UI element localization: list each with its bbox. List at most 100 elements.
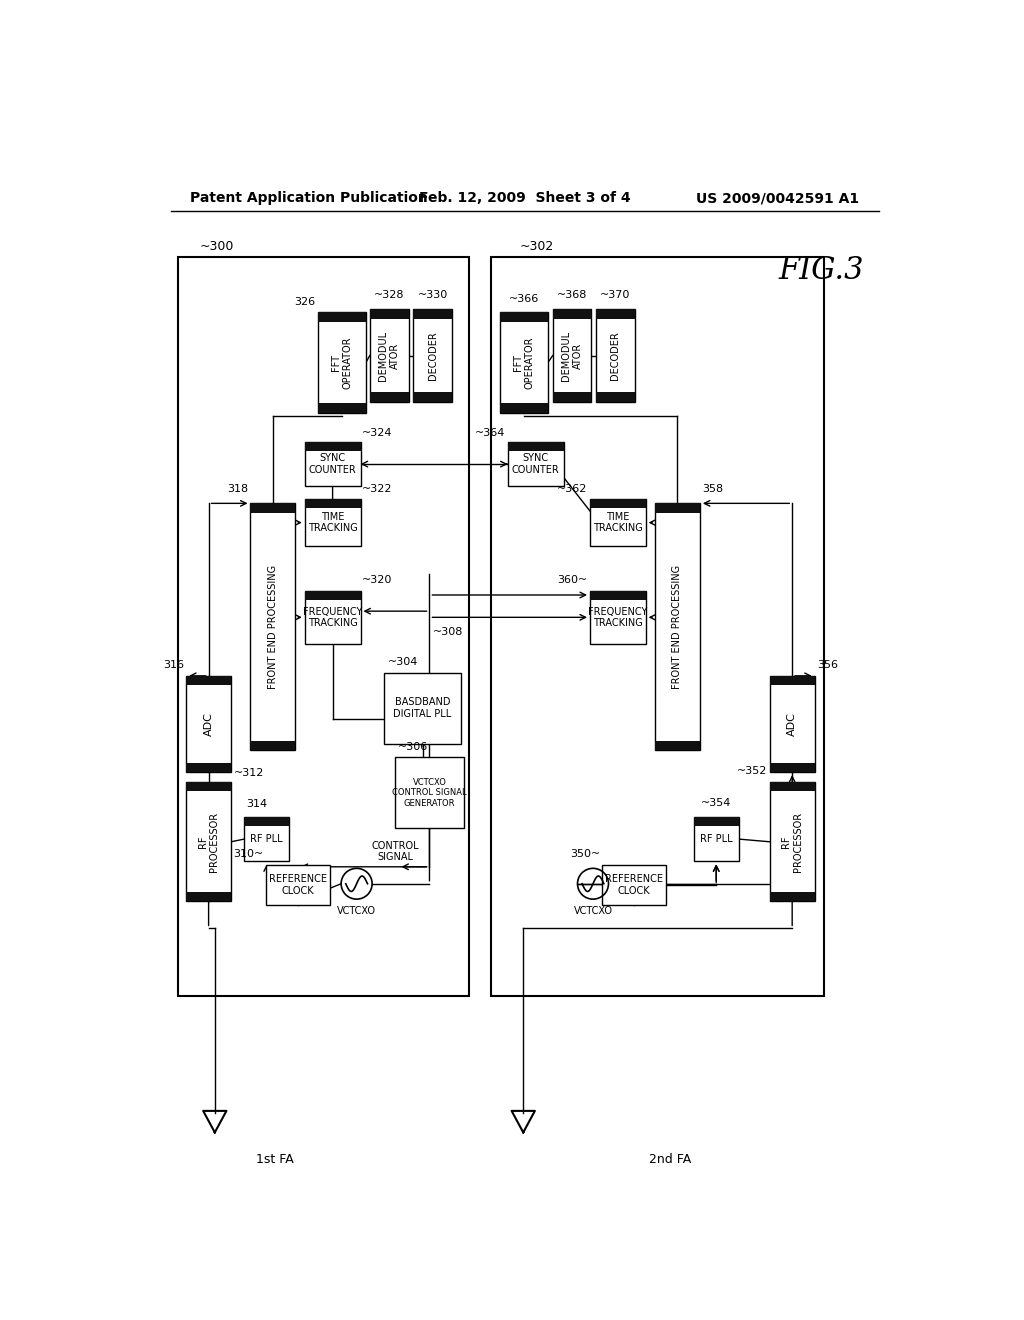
Text: 310~: 310~ — [233, 850, 263, 859]
Bar — [245, 817, 289, 862]
Bar — [186, 892, 231, 902]
Text: TIME
TRACKING: TIME TRACKING — [308, 512, 357, 533]
Text: ~306: ~306 — [397, 742, 428, 751]
Text: 314: 314 — [246, 800, 267, 809]
Bar — [655, 741, 700, 750]
Text: FRONT END PROCESSING: FRONT END PROCESSING — [268, 565, 278, 689]
Bar — [414, 392, 452, 401]
Text: CONTROL
SIGNAL: CONTROL SIGNAL — [372, 841, 419, 862]
Text: REFERENCE
CLOCK: REFERENCE CLOCK — [605, 874, 664, 896]
Bar — [414, 309, 452, 401]
Bar — [266, 866, 330, 906]
Bar — [245, 817, 289, 826]
Bar — [186, 676, 231, 772]
Text: ~300: ~300 — [200, 240, 234, 253]
Text: 1st FA: 1st FA — [256, 1152, 294, 1166]
Bar — [305, 499, 360, 546]
Bar — [395, 758, 464, 829]
Bar — [770, 763, 815, 772]
Text: ~320: ~320 — [362, 576, 392, 585]
Bar — [305, 442, 360, 451]
Text: VCTCXO
CONTROL SIGNAL
GENERATOR: VCTCXO CONTROL SIGNAL GENERATOR — [392, 777, 467, 808]
Bar — [770, 676, 815, 685]
Bar — [370, 309, 409, 318]
Bar — [305, 591, 360, 644]
Text: ~354: ~354 — [701, 797, 731, 808]
Bar — [305, 442, 360, 487]
Bar — [500, 313, 548, 322]
Bar — [251, 503, 295, 750]
Bar — [770, 781, 815, 902]
Bar — [317, 404, 366, 412]
Bar — [590, 591, 646, 601]
Text: 316: 316 — [163, 660, 183, 671]
Text: ADC: ADC — [787, 711, 797, 737]
Text: ~302: ~302 — [520, 240, 554, 253]
Text: FIG.3: FIG.3 — [779, 255, 864, 285]
Bar — [186, 763, 231, 772]
Bar — [770, 892, 815, 902]
Text: 2nd FA: 2nd FA — [649, 1152, 691, 1166]
Text: Patent Application Publication: Patent Application Publication — [190, 191, 428, 206]
Bar — [508, 442, 563, 487]
Text: TIME
TRACKING: TIME TRACKING — [593, 512, 643, 533]
Text: BASDBAND
DIGITAL PLL: BASDBAND DIGITAL PLL — [393, 697, 452, 719]
Text: VCTCXO: VCTCXO — [337, 907, 376, 916]
Bar — [596, 309, 635, 401]
Bar — [490, 257, 824, 997]
Text: FFT
OPERATOR: FFT OPERATOR — [331, 337, 352, 388]
Bar — [655, 503, 700, 750]
Bar — [500, 313, 548, 412]
Text: ~330: ~330 — [418, 290, 447, 301]
Text: ~368: ~368 — [557, 290, 587, 301]
Text: ~366: ~366 — [509, 293, 540, 304]
Bar — [693, 817, 738, 862]
Text: RF PLL: RF PLL — [251, 834, 283, 843]
Bar — [414, 309, 452, 318]
Bar — [251, 503, 295, 512]
Text: ~370: ~370 — [600, 290, 631, 301]
Text: RF
PROCESSOR: RF PROCESSOR — [781, 812, 803, 871]
Bar — [178, 257, 469, 997]
Bar — [384, 673, 461, 743]
Text: ~312: ~312 — [233, 768, 264, 777]
Text: DEMODUL
ATOR: DEMODUL ATOR — [379, 330, 400, 380]
Bar — [500, 404, 548, 412]
Text: ~328: ~328 — [374, 290, 404, 301]
Bar — [186, 781, 231, 902]
Text: FREQUENCY
TRACKING: FREQUENCY TRACKING — [588, 606, 647, 628]
Text: ~308: ~308 — [432, 627, 463, 638]
Bar — [590, 499, 646, 508]
Bar — [186, 781, 231, 792]
Text: FRONT END PROCESSING: FRONT END PROCESSING — [673, 565, 682, 689]
Bar — [553, 309, 592, 401]
Text: 326: 326 — [295, 297, 315, 306]
Bar — [770, 676, 815, 772]
Text: DEMODUL
ATOR: DEMODUL ATOR — [561, 330, 583, 380]
Bar — [305, 499, 360, 508]
Text: ~364: ~364 — [475, 428, 506, 437]
Bar — [553, 309, 592, 318]
Bar — [553, 392, 592, 401]
Bar — [305, 591, 360, 601]
Text: VCTCXO: VCTCXO — [573, 907, 612, 916]
Text: 356: 356 — [817, 660, 838, 671]
Bar — [186, 676, 231, 685]
Text: SYNC
COUNTER: SYNC COUNTER — [512, 453, 559, 475]
Bar — [693, 817, 738, 826]
Bar — [317, 313, 366, 322]
Text: FFT
OPERATOR: FFT OPERATOR — [513, 337, 535, 388]
Bar — [251, 741, 295, 750]
Text: FREQUENCY
TRACKING: FREQUENCY TRACKING — [303, 606, 362, 628]
Text: RF
PROCESSOR: RF PROCESSOR — [198, 812, 219, 871]
Bar — [508, 442, 563, 451]
Bar — [596, 309, 635, 318]
Text: ~352: ~352 — [737, 767, 767, 776]
Bar — [370, 309, 409, 401]
Text: REFERENCE
CLOCK: REFERENCE CLOCK — [268, 874, 327, 896]
Text: ~324: ~324 — [362, 428, 392, 437]
Bar — [602, 866, 666, 906]
Text: ~322: ~322 — [362, 484, 392, 495]
Bar — [655, 503, 700, 512]
Bar — [596, 392, 635, 401]
